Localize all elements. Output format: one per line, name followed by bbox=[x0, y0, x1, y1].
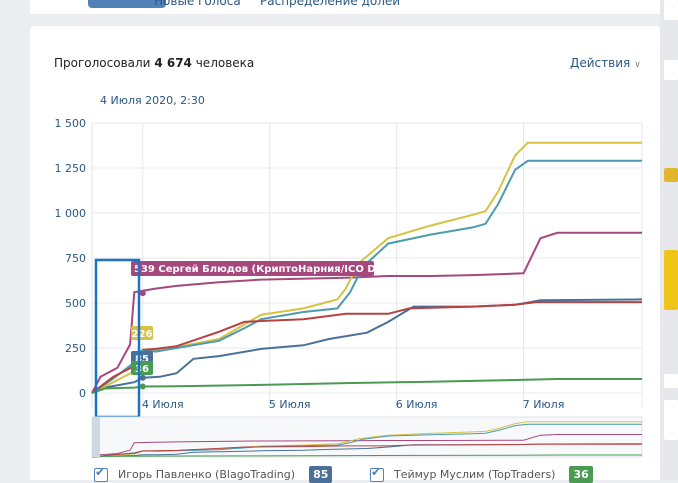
y-tick-label: 1 500 bbox=[55, 117, 87, 130]
y-tick-label: 500 bbox=[65, 297, 86, 310]
x-tick-label: 4 Июля bbox=[142, 398, 184, 411]
tab-share-distribution[interactable]: Распределение долей bbox=[260, 0, 401, 8]
legend-value-badge: 85 bbox=[309, 466, 333, 483]
page-background-right bbox=[660, 0, 678, 480]
sidebar-ads-strip bbox=[664, 0, 678, 480]
value-badge bbox=[131, 361, 153, 375]
value-badge-text: 226 bbox=[132, 329, 153, 340]
value-badge bbox=[131, 326, 153, 340]
actions-button[interactable]: Действия ∨ bbox=[570, 56, 641, 70]
tab-bar: Новые голоса Распределение долей bbox=[30, 0, 660, 14]
y-tick-label: 0 bbox=[79, 387, 86, 400]
value-badge-text: 36 bbox=[135, 364, 149, 375]
overview-handle-left[interactable] bbox=[92, 417, 100, 457]
checkbox-icon[interactable] bbox=[370, 465, 384, 482]
tooltip-date: 4 Июля 2020, 2:30 bbox=[100, 94, 205, 107]
actions-label: Действия bbox=[570, 56, 631, 70]
poll-results-card bbox=[30, 26, 660, 480]
series-line-0 bbox=[91, 231, 642, 394]
y-tick-label: 1 250 bbox=[55, 162, 87, 175]
legend-item-muslim[interactable]: Теймур Муслим (TopTraders) 36 bbox=[370, 465, 593, 483]
x-tick-label: 7 Июля bbox=[523, 398, 565, 411]
value-badge-text: 85 bbox=[135, 354, 149, 365]
overview-line-5 bbox=[91, 454, 642, 458]
highlight-dot bbox=[139, 374, 146, 381]
chevron-down-icon: ∨ bbox=[634, 60, 641, 70]
legend-item-pavlenko[interactable]: Игорь Павленко (BlagoTrading) 85 bbox=[94, 465, 333, 483]
checkbox-icon[interactable] bbox=[94, 465, 108, 482]
votes-prefix: Проголосовали bbox=[54, 56, 151, 70]
tab-all-votes[interactable] bbox=[88, 0, 166, 8]
x-tick-label: 6 Июля bbox=[396, 398, 438, 411]
overview-line-4 bbox=[91, 443, 642, 458]
y-tick-label: 1 000 bbox=[55, 207, 87, 220]
overview-line-0 bbox=[91, 434, 642, 458]
highlight-dot bbox=[139, 383, 146, 390]
legend-label: Теймур Муслим (TopTraders) bbox=[394, 468, 556, 481]
votes-suffix: человека bbox=[195, 56, 255, 70]
votes-count: 4 674 bbox=[154, 56, 192, 70]
legend-label: Игорь Павленко (BlagoTrading) bbox=[118, 468, 296, 481]
highlight-label-bg bbox=[131, 261, 374, 276]
highlight-label: 539 Сергей Блюдов (КриптоНарния/ICO Drop… bbox=[134, 264, 405, 275]
legend-value-badge: 36 bbox=[569, 466, 593, 483]
votes-summary: Проголосовали 4 674 человека bbox=[54, 56, 254, 70]
tab-new-votes[interactable]: Новые голоса bbox=[154, 0, 241, 8]
y-tick-label: 250 bbox=[65, 342, 86, 355]
x-tick-label: 5 Июля bbox=[269, 398, 311, 411]
series-line-5 bbox=[91, 378, 642, 394]
highlight-dot bbox=[139, 290, 146, 297]
y-tick-label: 750 bbox=[65, 252, 86, 265]
